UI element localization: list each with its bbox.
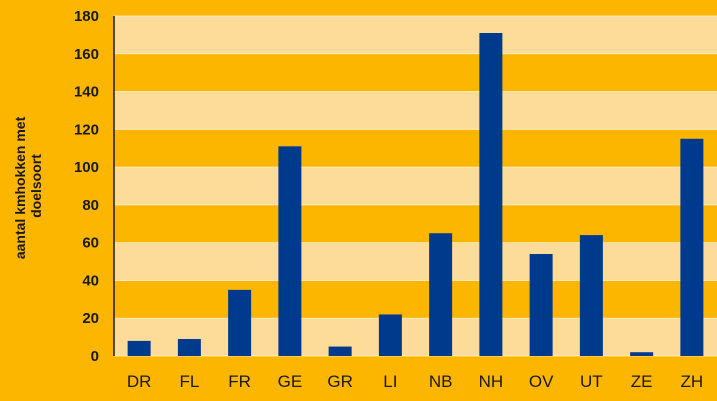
y-tick-label-60: 60 xyxy=(82,235,99,252)
grid-band-4 xyxy=(114,167,717,205)
grid-band-3 xyxy=(114,204,717,243)
bar-li xyxy=(378,314,402,356)
y-axis-label-line-2: doelsoort xyxy=(28,154,44,218)
plot-background-bands xyxy=(114,15,717,357)
x-tick-label-ov: OV xyxy=(529,372,554,391)
bar-fl xyxy=(177,339,201,356)
bar-gr xyxy=(328,346,352,356)
x-tick-label-nh: NH xyxy=(479,372,504,391)
y-tick-label-20: 20 xyxy=(82,310,99,327)
x-tick-label-ze: ZE xyxy=(631,372,653,391)
x-tick-label-ut: UT xyxy=(580,372,603,391)
y-axis-label-line-1: aantal kmhokken met xyxy=(12,116,28,259)
bar-zh xyxy=(680,138,704,356)
x-tick-label-fl: FL xyxy=(179,372,199,391)
bar-ov xyxy=(529,254,553,356)
bar-ut xyxy=(579,235,603,356)
x-tick-label-dr: DR xyxy=(127,372,152,391)
grid-band-2 xyxy=(114,242,717,281)
x-tick-label-ge: GE xyxy=(278,372,303,391)
grid-band-0 xyxy=(114,318,717,356)
x-tick-label-nb: NB xyxy=(429,372,453,391)
y-tick-label-160: 160 xyxy=(74,46,99,63)
y-tick-label-180: 180 xyxy=(74,8,99,25)
bar-dr xyxy=(127,340,151,356)
grid-band-8 xyxy=(114,16,717,54)
bar-series xyxy=(127,33,704,356)
y-tick-label-80: 80 xyxy=(82,197,99,214)
bar-ze xyxy=(630,352,654,356)
grid-band-6 xyxy=(114,91,717,130)
y-tick-label-140: 140 xyxy=(74,84,99,101)
y-tick-label-120: 120 xyxy=(74,121,99,138)
grid-band-5 xyxy=(114,129,717,168)
x-tick-label-fr: FR xyxy=(228,372,251,391)
bar-nh xyxy=(479,33,503,356)
y-tick-label-0: 0 xyxy=(91,348,99,365)
grid-band-7 xyxy=(114,53,717,92)
bar-nb xyxy=(429,233,453,356)
bar-fr xyxy=(228,289,252,356)
x-tick-label-gr: GR xyxy=(327,372,353,391)
y-tick-label-100: 100 xyxy=(74,159,99,176)
x-tick-label-li: LI xyxy=(383,372,397,391)
x-axis-ticks: DR FL FR GE GR LI NB NH OV UT ZE ZH xyxy=(127,372,703,391)
y-tick-label-40: 40 xyxy=(82,272,99,289)
y-axis-ticks: 0 20 40 60 80 100 120 140 160 180 xyxy=(74,8,99,365)
x-tick-label-zh: ZH xyxy=(681,372,704,391)
bar-ge xyxy=(278,146,302,356)
y-axis-label: aantal kmhokken met doelsoort xyxy=(12,113,44,259)
grid-band-1 xyxy=(114,280,717,319)
